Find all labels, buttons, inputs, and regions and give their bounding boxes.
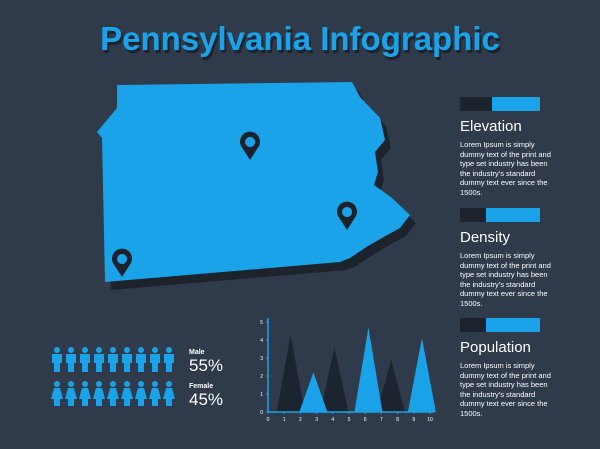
male-icon-body: [136, 354, 146, 372]
triangle: [276, 334, 305, 412]
gender-percent: 55%: [189, 356, 224, 375]
y-tick-label: 3: [260, 356, 263, 362]
title: Pennsylvania Infographic: [100, 20, 500, 57]
female-icon-body: [93, 388, 105, 406]
map: [97, 82, 416, 290]
female-icon-head: [138, 381, 144, 387]
section-title: Population: [460, 339, 531, 356]
section-title: Density: [460, 229, 511, 246]
male-icon-head: [124, 347, 130, 353]
x-tick-label: 1: [283, 417, 286, 423]
people-icons: [51, 347, 175, 406]
gender-label: Female: [189, 383, 214, 390]
male-icon-body: [94, 354, 104, 372]
male-icon-body: [108, 354, 118, 372]
section-bars: [460, 97, 540, 332]
male-icon-body: [164, 354, 174, 372]
x-tick-label: 8: [396, 417, 399, 423]
female-icon-head: [166, 381, 172, 387]
y-tick-label: 5: [260, 320, 263, 326]
male-icon-body: [80, 354, 90, 372]
female-icon-head: [152, 381, 158, 387]
section-text: Lorem Ipsum is simply dummy text of the …: [460, 140, 551, 197]
male-icon-body: [52, 354, 62, 372]
section-title: Elevation: [460, 118, 522, 135]
pins: [112, 131, 357, 277]
female-icon-body: [79, 388, 91, 406]
female-icon-head: [110, 381, 116, 387]
bar-blue: [486, 208, 540, 222]
male-icon-head: [166, 347, 172, 353]
triangle: [299, 372, 328, 412]
gender-label: Male: [189, 349, 205, 356]
map-shape: [97, 82, 410, 282]
female-icon-head: [124, 381, 130, 387]
x-tick-label: 3: [315, 417, 318, 423]
y-tick-label: 2: [260, 374, 263, 380]
female-icon-head: [96, 381, 102, 387]
section-text: Lorem Ipsum is simply dummy text of the …: [460, 361, 551, 418]
male-icon-head: [82, 347, 88, 353]
x-tick-label: 10: [427, 417, 433, 423]
male-icon-head: [152, 347, 158, 353]
bar-dark: [460, 208, 486, 222]
x-tick-label: 0: [267, 417, 270, 423]
female-icon-body: [149, 388, 161, 406]
female-icon-body: [121, 388, 133, 406]
female-icon-body: [107, 388, 119, 406]
female-icon-body: [51, 388, 63, 406]
male-icon-head: [68, 347, 74, 353]
male-icon-head: [54, 347, 60, 353]
female-icon-head: [68, 381, 74, 387]
section-text: Lorem Ipsum is simply dummy text of the …: [460, 251, 551, 308]
male-icon-body: [66, 354, 76, 372]
male-icon-head: [138, 347, 144, 353]
x-tick-label: 6: [364, 417, 367, 423]
x-tick-label: 9: [412, 417, 415, 423]
pin: [240, 131, 260, 160]
x-tick-label: 2: [299, 417, 302, 423]
male-icon-head: [110, 347, 116, 353]
female-icon-body: [163, 388, 175, 406]
female-icon-head: [82, 381, 88, 387]
gender-percent: 45%: [189, 390, 224, 409]
pin: [337, 201, 357, 230]
y-tick-label: 0: [260, 410, 263, 416]
female-icon-head: [54, 381, 60, 387]
bar-blue: [486, 318, 540, 332]
x-tick-label: 7: [380, 417, 383, 423]
triangle: [320, 347, 349, 412]
x-tick-label: 5: [348, 417, 351, 423]
female-icon-body: [135, 388, 147, 406]
x-tick-label: 4: [331, 417, 334, 423]
y-tick-label: 1: [260, 392, 263, 398]
pin: [112, 248, 133, 277]
y-tick-label: 4: [260, 338, 263, 344]
male-icon-body: [122, 354, 132, 372]
male-icon-body: [150, 354, 160, 372]
chart: 0 1 2 3 4 5 0 1 2 3 4 5 6 7 8 9 10: [260, 318, 436, 423]
female-icon-body: [65, 388, 77, 406]
bar-blue: [492, 97, 540, 111]
triangle: [354, 327, 383, 412]
triangle: [377, 359, 406, 412]
male-icon-head: [96, 347, 102, 353]
bar-dark: [460, 97, 492, 111]
bar-dark: [460, 318, 486, 332]
triangle: [407, 338, 436, 412]
